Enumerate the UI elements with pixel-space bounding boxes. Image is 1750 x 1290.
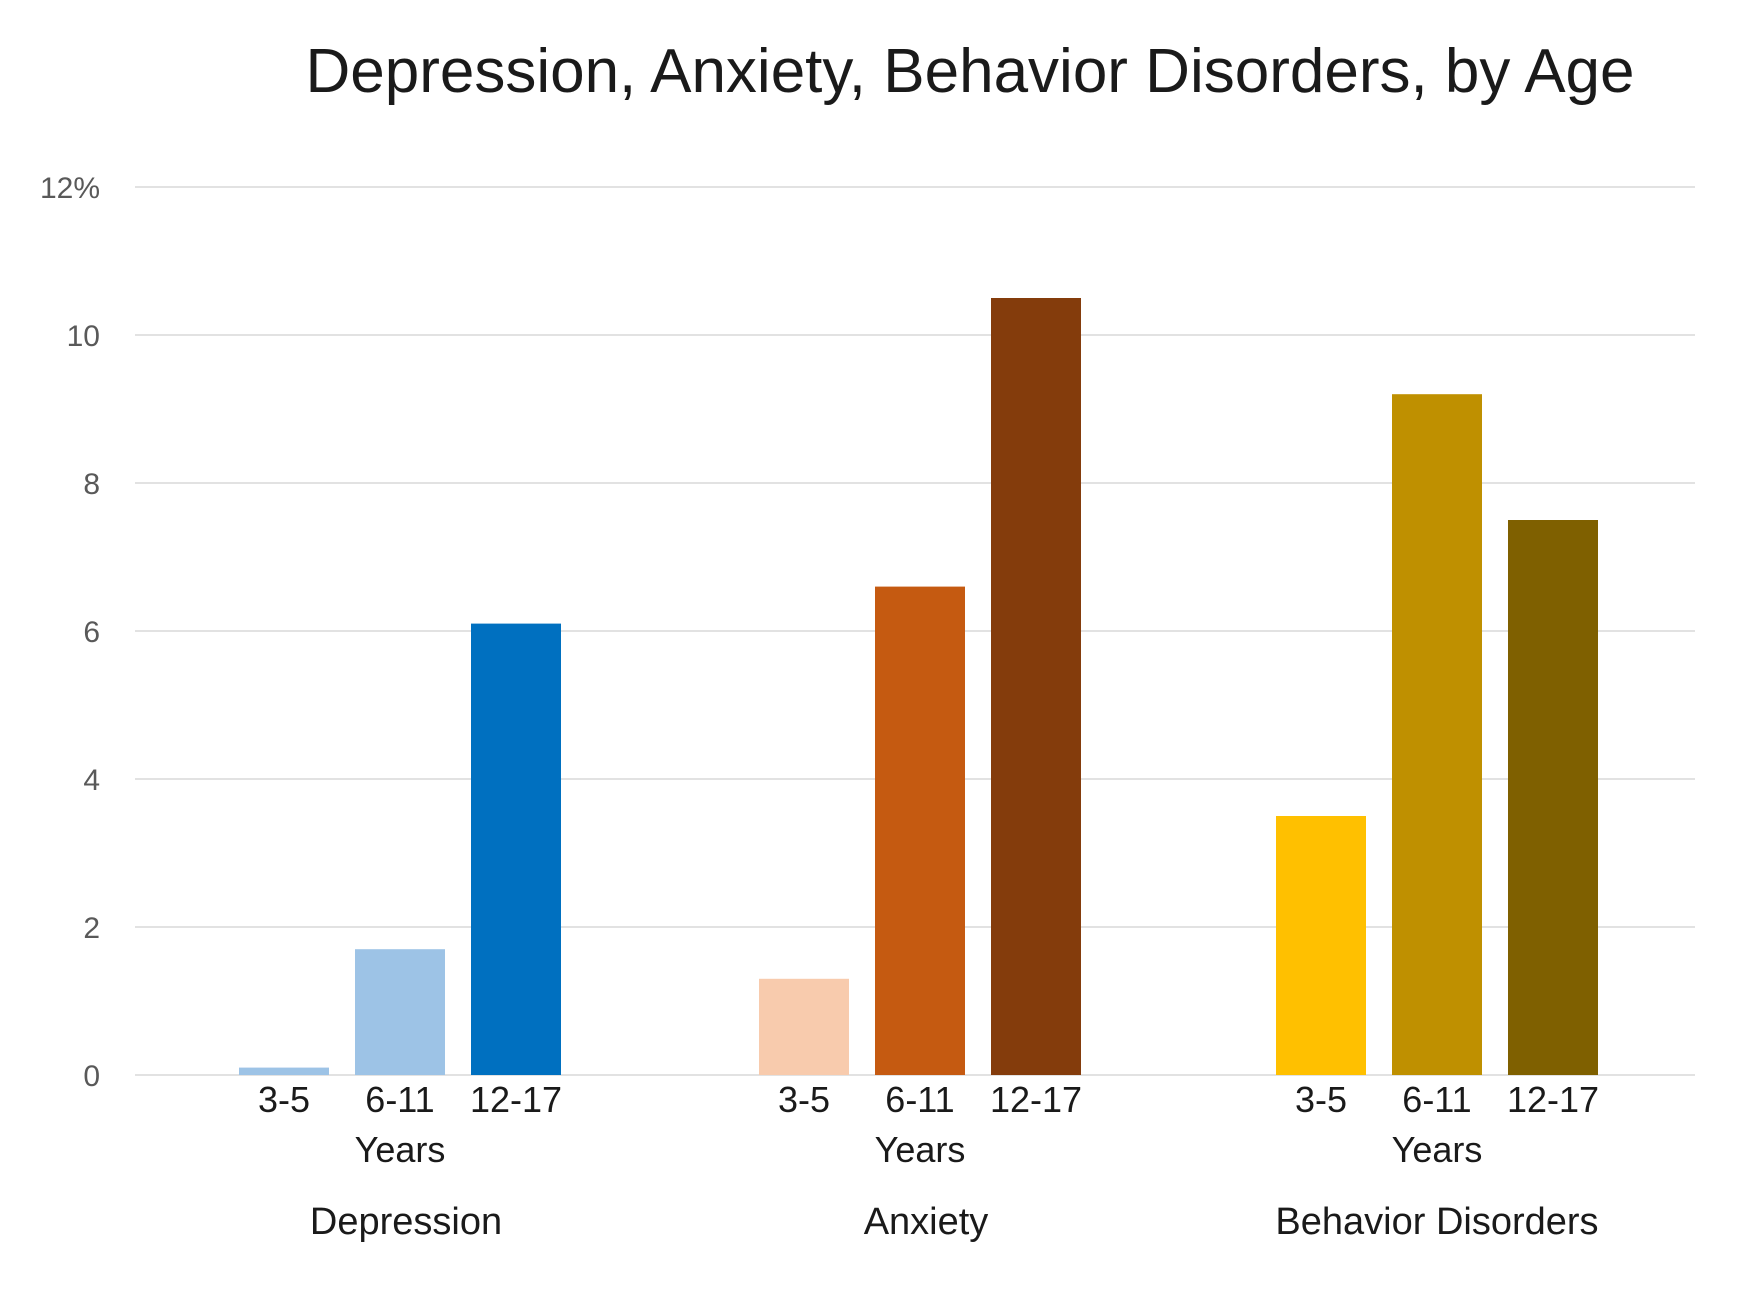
x-category-label: 12-17 — [990, 1079, 1082, 1120]
x-category-label: 3-5 — [1295, 1079, 1347, 1120]
y-tick-label: 8 — [83, 468, 100, 501]
x-group-label: Anxiety — [864, 1201, 989, 1243]
x-category-label: 6-11 — [885, 1079, 954, 1120]
y-tick-label: 10 — [67, 320, 100, 353]
x-category-label: 12-17 — [470, 1079, 562, 1120]
y-tick-label: 2 — [83, 912, 100, 945]
bar-behavior-disorders-6-11 — [1392, 394, 1482, 1075]
x-category-label: 3-5 — [258, 1079, 310, 1120]
x-sublabel: Years — [1392, 1129, 1483, 1170]
y-axis-ticks: 0 2 4 6 8 10 12% — [40, 172, 100, 1093]
bar-depression-6-11 — [355, 949, 445, 1075]
bar-behavior-disorders-12-17 — [1508, 520, 1598, 1075]
x-category-label: 3-5 — [778, 1079, 830, 1120]
bars — [239, 298, 1598, 1075]
bar-behavior-disorders-3-5 — [1276, 816, 1366, 1075]
bar-depression-12-17 — [471, 623, 561, 1075]
x-group-label: Behavior Disorders — [1275, 1201, 1598, 1243]
x-category-label: 6-11 — [1402, 1079, 1471, 1120]
bar-anxiety-6-11 — [875, 586, 965, 1075]
x-category-label: 12-17 — [1507, 1079, 1599, 1120]
y-tick-label: 6 — [83, 616, 100, 649]
chart-title: Depression, Anxiety, Behavior Disorders,… — [305, 37, 1635, 106]
y-tick-label: 12% — [40, 172, 100, 205]
x-sublabel: Years — [355, 1129, 446, 1170]
category-labels: 3-5 6-11 12-17 Years Depression 3-5 6-11 12-17 Y… — [258, 1079, 1599, 1243]
y-tick-label: 0 — [83, 1060, 100, 1093]
x-group-label: Depression — [310, 1201, 502, 1243]
y-tick-label: 4 — [83, 764, 100, 797]
bar-anxiety-3-5 — [759, 978, 849, 1075]
bar-anxiety-12-17 — [991, 298, 1081, 1075]
x-sublabel: Years — [875, 1129, 966, 1170]
x-category-label: 6-11 — [365, 1079, 434, 1120]
bar-depression-3-5 — [239, 1067, 329, 1075]
